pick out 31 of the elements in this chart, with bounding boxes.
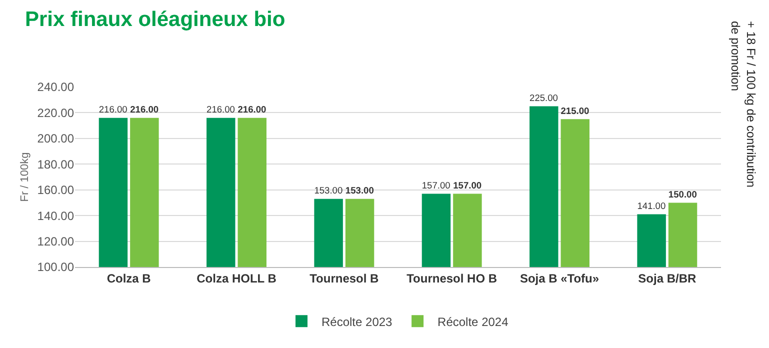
x-tick-label: Tournesol HO B bbox=[406, 271, 498, 286]
y-tick-label: 200.00 bbox=[37, 132, 74, 146]
y-tick-label: 240.00 bbox=[37, 80, 74, 94]
data-label: 216.00 bbox=[206, 104, 235, 115]
text: + 18 Fr / 100 kg de contribution de promotion bbox=[728, 20, 758, 188]
legend-label: Récolte 2023 bbox=[322, 314, 393, 329]
data-label: 157.00 bbox=[422, 180, 450, 190]
y-tick-label: 120.00 bbox=[37, 234, 74, 248]
data-label: 150.00 bbox=[668, 189, 697, 200]
data-label: 216.00 bbox=[238, 104, 266, 115]
x-tick-label: Colza HOLL B bbox=[196, 271, 277, 286]
y-tick-label: 140.00 bbox=[37, 208, 74, 223]
x-tick-label: Tournesol B bbox=[310, 271, 380, 286]
x-tick-label: Soja B/BR bbox=[638, 271, 697, 286]
data-label: 153.00 bbox=[314, 186, 343, 196]
x-tick-label: Soja B «Tofu» bbox=[520, 271, 600, 286]
y-tick-label: 100.00 bbox=[37, 260, 74, 274]
y-tick-label: 220.00 bbox=[37, 106, 74, 120]
y-tick-label: 180.00 bbox=[37, 157, 74, 172]
y-tick-label: 160.00 bbox=[37, 183, 74, 198]
y-axis-title: Fr / 100kg bbox=[18, 152, 31, 202]
x-tick-label: Colza B bbox=[106, 271, 152, 286]
data-label: 153.00 bbox=[345, 186, 374, 196]
data-label: 157.00 bbox=[453, 180, 482, 190]
data-label: 216.00 bbox=[98, 104, 128, 115]
data-label: 216.00 bbox=[130, 104, 159, 115]
data-label: 141.00 bbox=[637, 200, 666, 211]
data-label: 225.00 bbox=[530, 92, 558, 103]
data-label: 215.00 bbox=[560, 106, 590, 116]
legend-label: Récolte 2024 bbox=[438, 314, 509, 329]
chart-title: Prix finaux oléagineux bio bbox=[25, 8, 286, 31]
